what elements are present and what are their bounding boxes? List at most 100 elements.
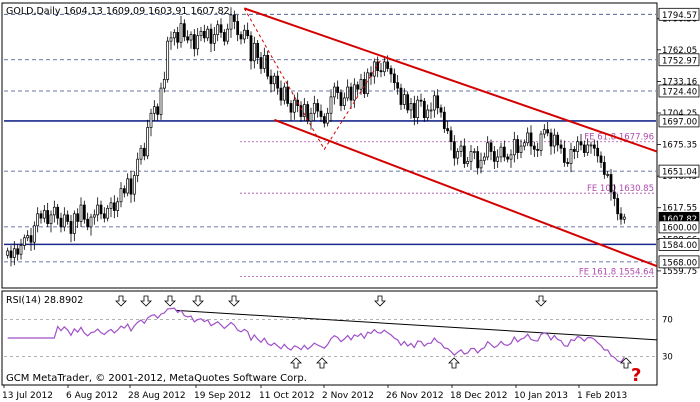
up-arrow-icon [620,357,632,369]
channel-upper-line [244,7,658,153]
candle-body [162,79,166,89]
price-tick-label: 1762.05 [662,46,697,56]
candle-body [236,21,240,35]
candle-body [292,99,296,113]
up-arrow-icon [290,357,302,369]
price-box [658,164,700,178]
candle-body [72,213,76,234]
rsi-arrows [115,295,632,369]
candle-body [609,174,613,193]
candle-body [269,75,273,85]
price-tick-label: 1675.35 [662,141,697,151]
candle-body [306,104,310,122]
candle-body [19,245,23,255]
candle-body [126,178,130,194]
candle-body [276,75,280,89]
price-box-label: 1584.00 [662,241,697,251]
candle-body [406,94,410,111]
candle-body [466,160,470,164]
candle-body [39,213,43,219]
fib-expansion-legs [243,8,382,151]
candle-body [139,147,143,160]
candle-body [122,188,126,194]
candle-body [576,141,580,152]
candle-body [99,204,103,215]
candle-body [529,132,533,147]
price-box-label: 1651.04 [662,168,697,178]
candle-body [586,144,590,153]
candle-body [582,144,586,153]
candle-body [132,175,136,195]
price-pane[interactable] [1,2,658,289]
candle-body [532,145,536,150]
candle-body [459,145,463,152]
candle-body [509,154,513,160]
candle-body [309,112,313,122]
rsi-header: RSI(14) 28.8902 [6,295,83,306]
candle-body [246,29,250,37]
candle-body [336,86,340,93]
fib-label: FE 161.8 1554.64 [579,267,654,277]
candle-body [212,34,216,44]
candle-body [266,55,270,77]
candle-body [536,148,540,151]
candle-body [242,29,246,40]
horizontal-levels [4,13,656,263]
copyright-text: GCM MetaTrader, © 2001-2012, MetaQuotes … [6,373,307,384]
candle-body [342,97,346,106]
price-tick-label: 1733.16 [662,77,697,87]
rsi-tick-label: 70 [662,316,673,326]
price-box [658,7,700,21]
candle-body [96,204,100,216]
candle-body [606,174,610,176]
candle-body [499,146,503,158]
candle-body [322,116,326,124]
candle-body [36,213,40,227]
candle-body [326,112,330,124]
candle-body [479,159,483,169]
candle-body [172,32,176,39]
candle-body [26,235,30,239]
candle-body [546,129,550,134]
rsi-levels [4,309,658,357]
candle-body [452,141,456,159]
rsi-tick-label: 30 [662,352,673,362]
candle-body [366,72,370,94]
candle-body [196,35,200,50]
candle-body [226,28,230,42]
candle-body [316,103,320,112]
candle-body [449,130,453,143]
candle-body [426,109,430,118]
candle-body [279,87,283,101]
candle-body [589,144,593,147]
candle-body [222,32,226,42]
candle-body [526,132,530,144]
price-box-label: 1568.00 [662,258,697,268]
time-axis-label: 26 Nov 2012 [386,391,444,401]
candle-body [206,28,210,39]
up-arrow-icon [316,357,328,369]
candle-body [282,86,286,101]
price-box [658,220,700,234]
time-axis-label: 6 Aug 2012 [66,391,118,401]
time-axis-label: 10 Jan 2013 [514,391,568,401]
candle-body [182,23,186,38]
candle-body [119,188,123,203]
price-axis: 1790.561762.051733.161704.251675.351646.… [657,7,700,277]
candle-body [619,213,623,220]
rsi-line [7,307,625,363]
rsi-pane[interactable] [1,290,658,386]
candle-body [612,191,616,199]
candle-body [622,216,626,220]
price-box-label: 1600.00 [662,223,697,233]
candle-body [152,106,156,114]
price-box [658,255,700,269]
candle-body [422,100,426,118]
candle-body [89,216,93,228]
candle-body [552,134,556,147]
candle-body [566,162,570,164]
price-channel [243,7,658,268]
candle-body [506,156,510,160]
candle-body [542,129,546,135]
